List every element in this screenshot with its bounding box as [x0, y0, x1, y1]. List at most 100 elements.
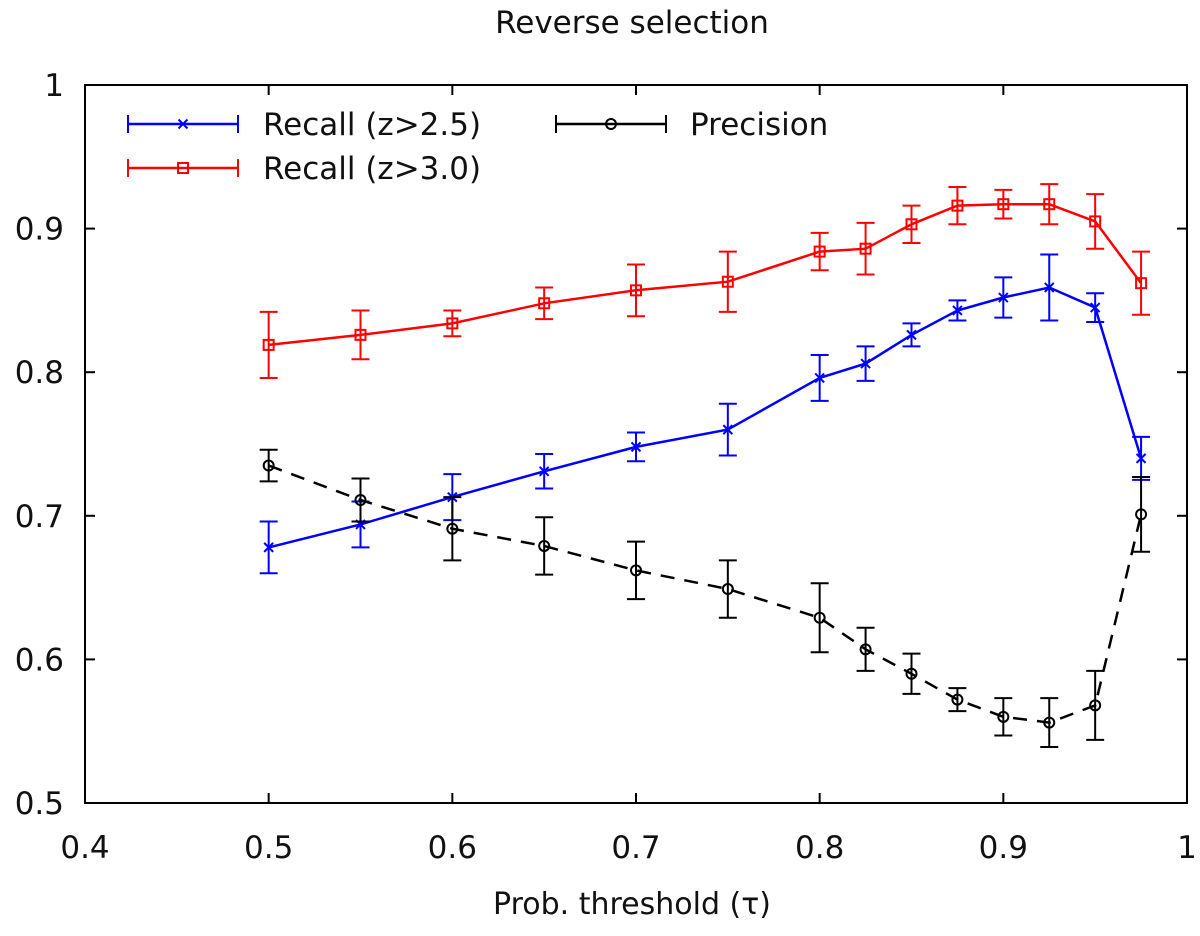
data-point [630, 564, 642, 577]
error-bar [351, 309, 370, 361]
data-point [721, 275, 734, 288]
error-bar [902, 652, 921, 695]
error-bar [627, 263, 645, 318]
data-point [814, 372, 825, 384]
data-point [1043, 716, 1056, 729]
x-tick-label: 0.4 [60, 830, 109, 866]
data-point [998, 292, 1009, 303]
error-bar [1086, 193, 1105, 250]
x-tick-label: 0.5 [244, 830, 293, 866]
data-point [538, 297, 551, 310]
x-tick-label: 1 [1177, 830, 1197, 866]
error-bar [718, 559, 737, 619]
series-precision [259, 448, 1151, 748]
error-bar [443, 496, 462, 562]
legend-entry: Recall (z>2.5) [127, 107, 481, 143]
error-bar [810, 582, 829, 654]
x-axis-label: Prob. threshold (τ) [493, 887, 771, 922]
error-bar [718, 250, 737, 313]
series-line-recall-z30 [268, 202, 1143, 347]
data-point [722, 424, 734, 435]
x-tick-label: 0.8 [795, 830, 844, 866]
data-point [354, 494, 367, 507]
data-point [1135, 508, 1148, 521]
data-point [538, 539, 551, 552]
y-tick-label: 0.8 [15, 355, 64, 391]
y-tick-label: 1 [44, 68, 64, 104]
error-bar [1040, 183, 1059, 226]
data-point [905, 667, 918, 680]
error-bar [535, 286, 554, 321]
y-tick-label: 0.5 [15, 786, 64, 822]
data-point [262, 459, 275, 472]
error-bar [1132, 250, 1151, 316]
series-line-precision [268, 464, 1143, 724]
data-point [263, 542, 274, 553]
data-point [1135, 453, 1147, 464]
data-point [860, 358, 871, 369]
data-point [538, 466, 550, 477]
plot-frame [84, 84, 1188, 804]
data-point [1089, 215, 1102, 228]
data-point [813, 611, 826, 624]
data-point [997, 198, 1010, 211]
error-bar [994, 188, 1013, 220]
legend-marker [177, 162, 189, 174]
y-tick-label: 0.7 [15, 499, 64, 535]
data-point [630, 441, 642, 453]
error-bar [351, 477, 370, 523]
series-group [259, 183, 1151, 748]
error-bar [259, 310, 278, 379]
x-tick-label: 0.6 [428, 830, 477, 866]
data-point [906, 329, 917, 341]
error-bar [902, 204, 921, 244]
error-bar [1040, 697, 1059, 748]
legend-marker [177, 118, 189, 130]
error-bar [856, 221, 875, 276]
x-tick-label: 0.7 [611, 830, 660, 866]
data-point [446, 317, 459, 330]
chart-title: Reverse selection [495, 5, 769, 41]
data-point [721, 583, 734, 596]
error-bar [535, 516, 554, 576]
data-point [905, 218, 918, 231]
series-recall-z30 [259, 183, 1151, 379]
data-point [859, 242, 872, 255]
error-bar [948, 687, 967, 713]
data-point [630, 284, 642, 297]
data-point [1044, 282, 1055, 293]
legend: Recall (z>2.5) Recall (z>3.0) Precision [127, 107, 828, 187]
data-point [262, 338, 275, 351]
error-bar [259, 448, 278, 483]
legend-label: Recall (z>2.5) [263, 107, 481, 143]
error-bar [1132, 476, 1151, 553]
error-bar [994, 697, 1013, 737]
data-point [951, 693, 964, 706]
data-point [952, 305, 963, 316]
error-bar [948, 185, 967, 226]
data-point [354, 328, 367, 341]
legend-entry: Recall (z>3.0) [127, 151, 481, 187]
legend-label: Recall (z>3.0) [263, 151, 481, 187]
legend-label: Precision [690, 107, 828, 143]
error-bar [443, 309, 462, 338]
data-point [997, 710, 1010, 723]
series-recall-z25 [259, 253, 1151, 575]
legend-marker [605, 118, 617, 130]
y-tick-label: 0.6 [15, 642, 64, 678]
data-point [1135, 277, 1148, 290]
series-line-recall-z25 [268, 286, 1143, 549]
data-point [951, 199, 964, 212]
data-point [446, 522, 459, 535]
error-bar [856, 626, 875, 672]
error-bar [627, 540, 645, 601]
data-point [1043, 198, 1056, 211]
axis-ticks: 0.4 0.5 0.6 0.7 0.8 0.9 1 0.5 0.6 0.7 0.8 0.9 1 [15, 68, 1197, 866]
data-point [1089, 699, 1102, 712]
error-bar [810, 231, 829, 272]
y-tick-label: 0.9 [15, 212, 64, 248]
data-point [1089, 302, 1101, 313]
x-tick-label: 0.9 [979, 830, 1028, 866]
data-point [813, 245, 826, 258]
